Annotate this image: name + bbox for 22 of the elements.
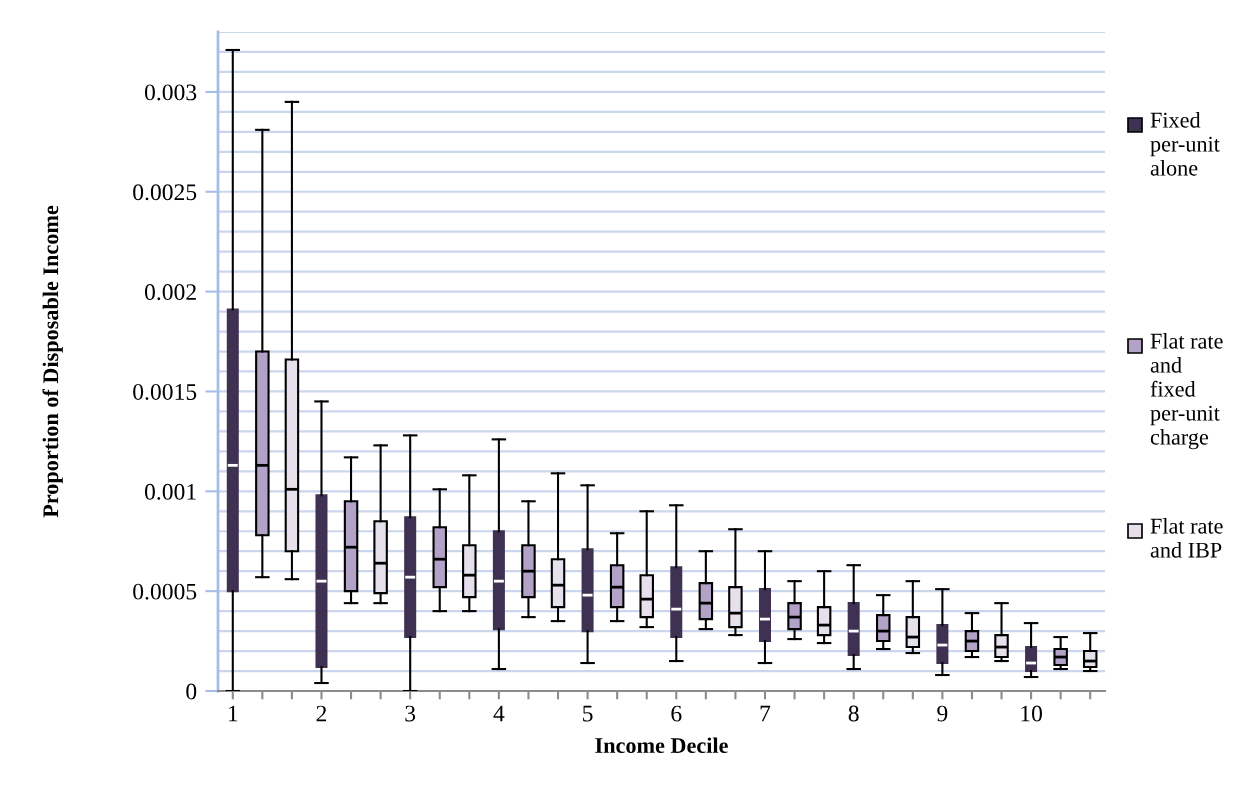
y-tick-label: 0.003 <box>144 84 197 101</box>
y-tick-label: 0.002 <box>144 284 196 301</box>
y-tick-label: 0 <box>186 683 197 700</box>
x-tick-label: 5 <box>583 705 593 722</box>
y-tick-label: 0.0005 <box>133 583 197 600</box>
x-tick-label: 7 <box>760 705 771 722</box>
x-tick-label: 3 <box>405 705 416 722</box>
x-tick-label: 10 <box>1021 705 1042 722</box>
y-tick-label: 0.001 <box>144 483 196 500</box>
legend-label: Flat rate and IBP <box>1150 518 1223 558</box>
x-axis-title: Income Decile <box>595 737 728 754</box>
x-tick-label: 1 <box>228 705 238 722</box>
y-axis-title: Proportion of Disposable Income <box>42 205 63 518</box>
legend-label: Fixed per-unit alone <box>1150 112 1220 176</box>
x-tick-label: 6 <box>671 705 682 722</box>
x-tick-label: 4 <box>493 705 505 722</box>
y-tick-label: 0.0025 <box>133 184 197 201</box>
x-tick-label: 8 <box>848 705 859 722</box>
x-tick-label: 9 <box>937 705 948 722</box>
legend-label: Flat rate and fixed per-unit charge <box>1150 333 1223 450</box>
y-tick-label: 0.0015 <box>133 383 197 400</box>
x-tick-label: 2 <box>316 705 327 722</box>
